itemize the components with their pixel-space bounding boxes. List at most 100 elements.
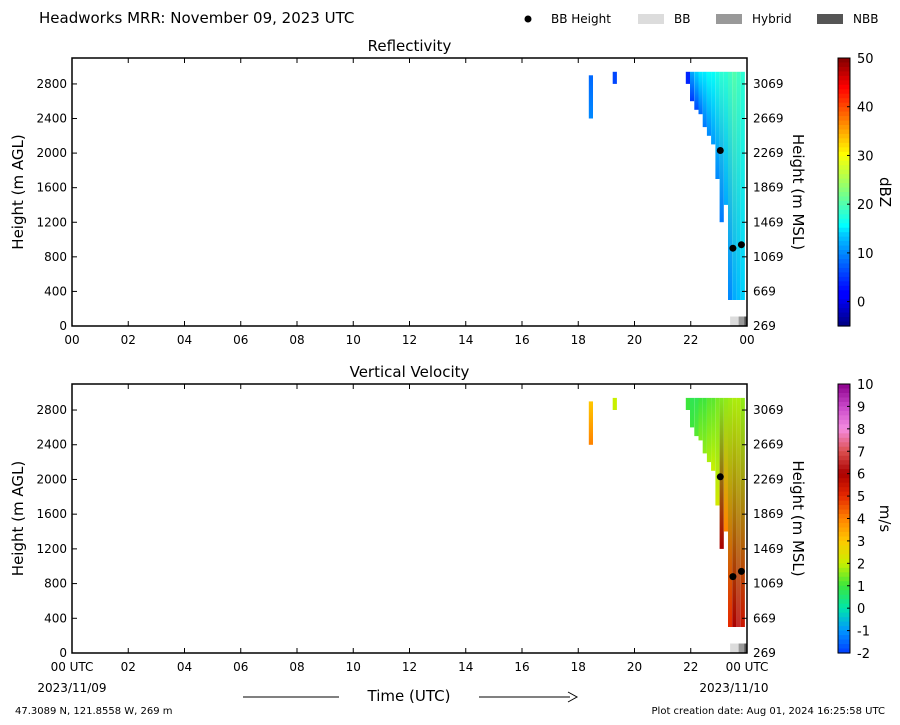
vel-colorbar-segment	[838, 639, 850, 645]
refl-colorbar-segment	[838, 98, 850, 104]
refl-colorbar-segment	[838, 272, 850, 278]
refl-bb-type-segment	[744, 316, 747, 327]
vel-colorbar-segment	[838, 536, 850, 542]
vel-colorbar-segment	[838, 644, 850, 650]
location-text: 47.3089 N, 121.8558 W, 269 m	[15, 706, 173, 717]
vel-y-right-tick-label: 2669	[753, 438, 784, 452]
refl-colorbar-segment	[838, 263, 850, 269]
vel-colorbar-segment	[838, 630, 850, 636]
vel-colorbar-tick-label: 0	[857, 602, 865, 617]
vel-colorbar-segment	[838, 563, 850, 569]
refl-colorbar-segment	[838, 116, 850, 122]
refl-y-right-axis-label: Height (m MSL)	[789, 134, 807, 250]
refl-x-tick-label: 10	[346, 333, 361, 347]
refl-colorbar-segment	[838, 125, 850, 131]
refl-colorbar-segment	[838, 321, 850, 327]
refl-colorbar-tick-label: 10	[857, 247, 874, 262]
refl-y-axis-label: Height (m AGL)	[9, 134, 27, 249]
legend-swatch-hybrid	[716, 14, 742, 24]
vel-colorbar-label: m/s	[876, 505, 894, 533]
refl-data-column	[719, 71, 724, 223]
refl-colorbar-segment	[838, 245, 850, 251]
refl-colorbar-segment	[838, 205, 850, 211]
vel-colorbar-segment	[838, 594, 850, 600]
vel-data-column	[711, 397, 716, 471]
vel-colorbar-segment	[838, 446, 850, 452]
vel-colorbar-segment	[838, 392, 850, 399]
refl-x-tick-label: 22	[683, 333, 698, 347]
vel-colorbar-segment	[838, 424, 850, 430]
refl-x-tick-label: 14	[458, 333, 473, 347]
vel-y-tick-label: 400	[44, 611, 67, 625]
refl-colorbar-segment	[838, 138, 850, 144]
vel-colorbar-tick-label: 4	[857, 513, 865, 528]
vel-panel-title: Vertical Velocity	[350, 363, 470, 381]
refl-y-right-tick-label: 1469	[753, 215, 784, 229]
vel-colorbar-segment	[838, 599, 850, 605]
refl-bb-height-point	[716, 147, 724, 154]
refl-colorbar-segment	[838, 317, 850, 323]
vel-colorbar-segment	[838, 482, 850, 488]
refl-data-column	[702, 71, 707, 128]
vertical-velocity-panel: 00 UTC 02 04 06 08 10 12 14 16 18 20 22 00 UTC040080…	[9, 363, 894, 674]
vel-data-column	[698, 397, 703, 441]
refl-colorbar-segment	[838, 303, 850, 309]
vel-colorbar-segment	[838, 576, 850, 582]
vel-bb-type-segment	[738, 643, 745, 654]
vel-data-column	[715, 397, 720, 506]
vel-colorbar-tick-label: 5	[857, 490, 865, 505]
vel-y-tick-label: 2800	[36, 403, 67, 417]
vel-colorbar-segment	[838, 455, 850, 461]
vel-colorbar-segment	[838, 558, 850, 564]
refl-colorbar-segment	[838, 80, 850, 86]
vel-colorbar-segment	[838, 590, 850, 596]
vel-y-right-tick-label: 2269	[753, 472, 784, 486]
vel-data-column	[719, 397, 724, 549]
refl-colorbar-segment	[838, 107, 850, 113]
refl-colorbar-segment	[838, 209, 850, 215]
vel-x-tick-label: 20	[627, 660, 642, 674]
refl-x-tick-label: 00	[739, 333, 754, 347]
refl-y-right-tick-label: 269	[753, 319, 776, 333]
refl-colorbar-segment	[838, 120, 850, 126]
refl-colorbar-segment	[838, 308, 850, 314]
refl-data-column	[690, 71, 695, 102]
vel-colorbar-segment	[838, 428, 850, 434]
vel-y-tick-label: 1600	[36, 507, 67, 521]
refl-y-tick-label: 1200	[36, 215, 67, 229]
refl-x-tick-label: 18	[571, 333, 586, 347]
vel-colorbar-segment	[838, 451, 850, 457]
refl-colorbar-segment	[838, 151, 850, 157]
refl-y-right-tick-label: 3069	[753, 77, 784, 91]
vel-colorbar-segment	[838, 460, 850, 466]
refl-data-column	[612, 71, 617, 84]
refl-colorbar-segment	[838, 156, 850, 162]
vel-data-column	[702, 397, 707, 454]
vel-bb-height-point	[716, 473, 724, 481]
vel-colorbar-tick-label: 10	[857, 378, 874, 393]
refl-y-tick-label: 0	[59, 319, 67, 333]
vel-colorbar-segment	[838, 464, 850, 470]
refl-y-right-tick-label: 2669	[753, 112, 784, 126]
refl-colorbar-segment	[838, 232, 850, 238]
vel-y-right-axis-label: Height (m MSL)	[789, 460, 807, 576]
refl-data-column	[715, 71, 720, 179]
vel-data-column	[694, 397, 699, 437]
refl-colorbar-segment	[838, 285, 850, 291]
vel-x-tick-label: 22	[683, 660, 698, 674]
legend: BB Height BB Hybrid NBB	[524, 12, 878, 26]
vel-data-column	[740, 397, 745, 627]
vel-plot-frame	[71, 383, 748, 654]
vel-y-tick-label: 800	[44, 577, 67, 591]
vel-colorbar-segment	[838, 617, 850, 623]
refl-data-column	[698, 71, 703, 115]
vel-y-axis-label: Height (m AGL)	[9, 461, 27, 576]
vel-colorbar-tick-label: -1	[857, 625, 870, 640]
refl-x-tick-label: 06	[233, 333, 248, 347]
refl-data-column	[732, 71, 737, 300]
creation-date: Plot creation date: Aug 01, 2024 16:25:5…	[652, 706, 885, 717]
vel-bb-height-point	[737, 567, 745, 575]
vel-colorbar-segment	[838, 473, 850, 479]
refl-colorbar-segment	[838, 58, 850, 64]
vel-x-tick-label: 08	[289, 660, 304, 674]
